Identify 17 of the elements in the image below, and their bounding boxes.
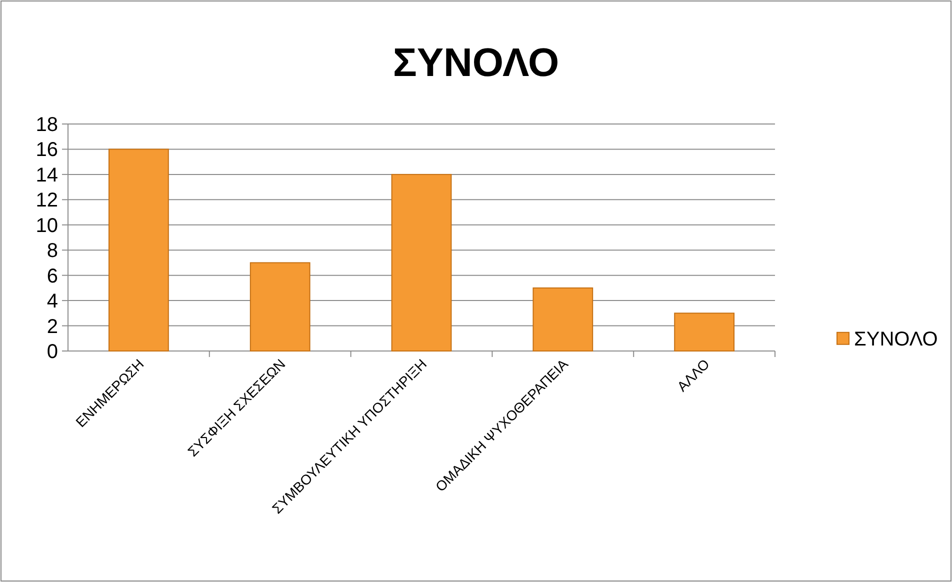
chart-title: ΣΥΝΟΛΟ (392, 41, 560, 85)
bar (532, 287, 594, 352)
y-tick-label: 4 (46, 290, 58, 313)
legend-label: ΣΥΝΟΛΟ (854, 328, 938, 350)
y-tick-label: 18 (36, 114, 58, 136)
y-tick-label: 12 (36, 190, 58, 212)
y-tick-label: 0 (46, 341, 58, 363)
y-tick-label: 8 (46, 240, 58, 262)
bar (108, 148, 169, 352)
y-tick-label: 16 (36, 139, 58, 162)
y-tick-label: 2 (46, 316, 58, 338)
y-tick-label: 10 (36, 214, 58, 237)
y-tick-label: 14 (36, 164, 58, 186)
bar (674, 312, 734, 352)
bar (391, 174, 452, 352)
bar (250, 262, 310, 352)
y-tick-label: 6 (46, 265, 58, 288)
